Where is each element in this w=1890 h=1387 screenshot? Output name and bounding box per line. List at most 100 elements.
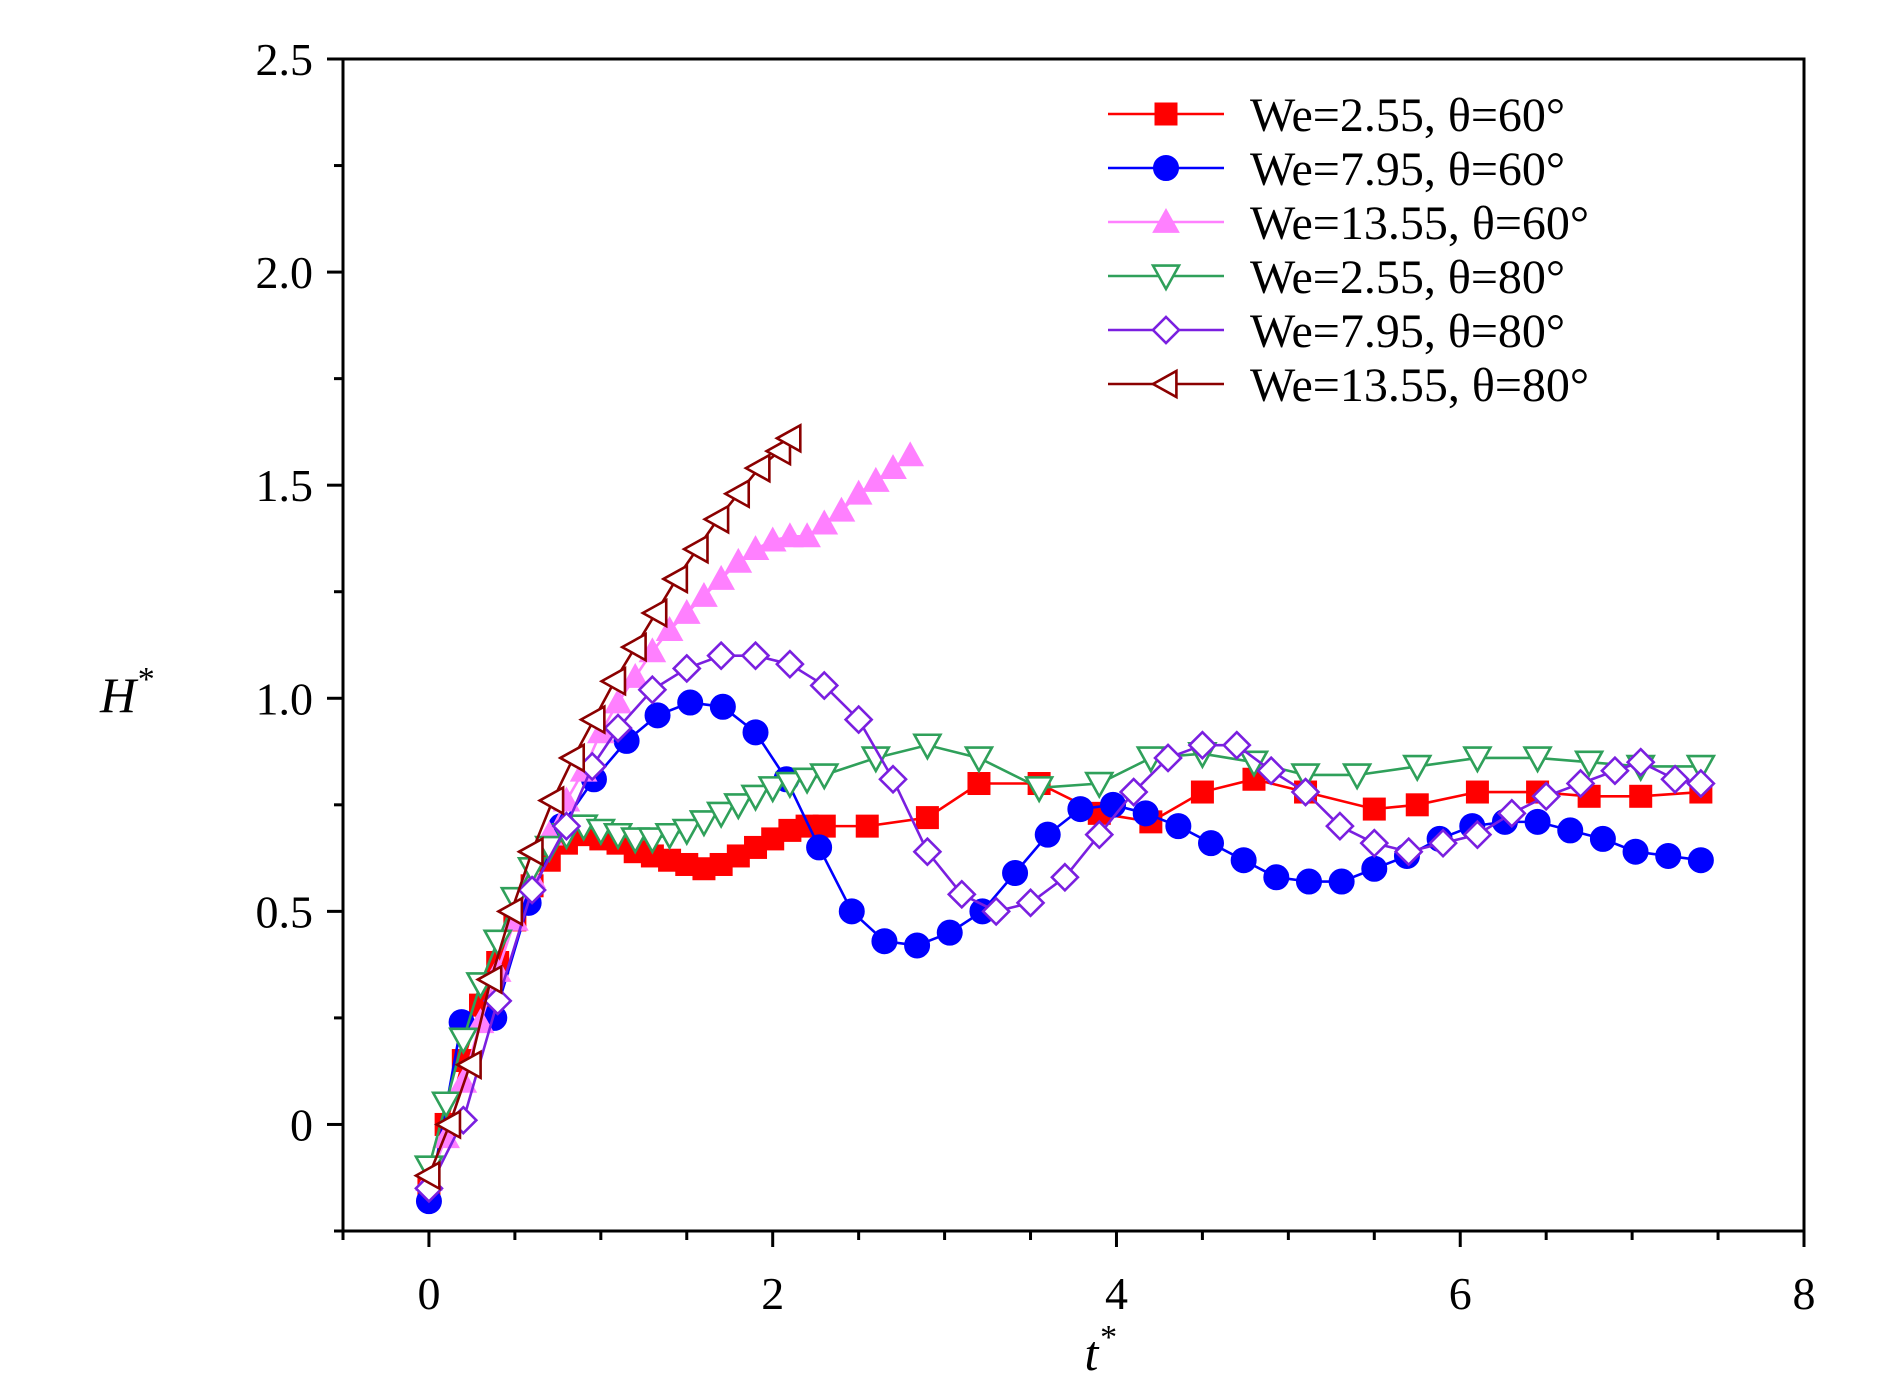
data-point — [660, 563, 689, 595]
data-point — [644, 702, 671, 729]
data-point — [1565, 768, 1596, 799]
y-tick-label: 2.5 — [256, 34, 314, 85]
x-tick-label: 0 — [417, 1268, 440, 1319]
data-point — [1165, 813, 1192, 840]
data-point — [1462, 746, 1493, 774]
series-layer — [413, 423, 1717, 1215]
x-tick-label: 8 — [1793, 1268, 1816, 1319]
data-point — [1256, 755, 1287, 786]
data-point — [809, 763, 840, 791]
y-axis-title: H* — [99, 661, 153, 723]
data-point — [516, 836, 544, 867]
data-point — [637, 674, 668, 705]
data-point — [709, 693, 736, 720]
data-point — [482, 986, 513, 1016]
data-point — [936, 919, 963, 946]
series — [414, 640, 1716, 1204]
data-point — [1084, 819, 1115, 850]
y-tick-label: 0.5 — [256, 886, 314, 937]
data-point — [1263, 864, 1290, 891]
data-point — [1132, 800, 1159, 827]
data-point — [433, 1109, 462, 1140]
data-point — [1341, 763, 1373, 791]
data-point — [1402, 754, 1433, 783]
data-point — [603, 713, 633, 743]
data-point — [946, 879, 977, 910]
data-point — [809, 670, 840, 701]
data-point — [690, 581, 718, 607]
data-point — [1290, 763, 1321, 791]
y-tick-label: 2.0 — [256, 247, 314, 298]
y-axis-title-sup: * — [136, 661, 153, 698]
data-point — [742, 719, 769, 746]
x-axis: 0 2 4 6 8 — [341, 1231, 1816, 1319]
legend-label: We=7.95, θ=80° — [1250, 305, 1565, 358]
data-point — [1190, 780, 1214, 804]
data-point — [1524, 808, 1551, 835]
data-point — [1198, 830, 1225, 857]
data-point — [1465, 780, 1489, 804]
data-point — [912, 733, 943, 761]
data-point — [430, 1091, 462, 1119]
data-point — [655, 616, 684, 641]
data-point — [1359, 828, 1390, 859]
data-point — [1150, 368, 1178, 400]
data-point — [1687, 847, 1714, 874]
data-point — [1221, 730, 1252, 760]
data-point — [619, 631, 647, 663]
data-point — [743, 452, 771, 484]
y-axis-title-main: H — [99, 667, 139, 723]
data-point — [1153, 155, 1179, 181]
data-point — [448, 1027, 479, 1055]
data-point — [1154, 102, 1178, 126]
x-axis-title-main: t — [1085, 1325, 1100, 1381]
data-point — [740, 784, 771, 812]
data-point — [413, 1160, 441, 1191]
data-point — [1393, 836, 1424, 867]
data-point — [827, 496, 856, 522]
data-point — [705, 801, 737, 830]
data-point — [1660, 764, 1690, 795]
data-point — [1405, 793, 1429, 817]
series-line — [427, 454, 911, 1181]
data-point — [1462, 819, 1493, 850]
data-point — [1118, 777, 1149, 807]
data-point — [1150, 264, 1182, 292]
data-point — [1600, 755, 1630, 786]
data-point — [681, 533, 709, 565]
data-point — [1023, 776, 1055, 804]
legend-item: We=2.55, θ=80° — [1108, 251, 1565, 304]
data-point — [475, 964, 503, 995]
data-point — [1084, 771, 1115, 800]
data-point — [879, 454, 907, 480]
data-point — [1153, 743, 1183, 773]
data-point — [1589, 825, 1616, 852]
x-axis-title-sup: * — [1098, 1319, 1115, 1356]
data-point — [1362, 797, 1386, 821]
data-point — [1622, 838, 1649, 865]
data-point — [855, 814, 879, 838]
data-point — [637, 827, 668, 855]
data-point — [1428, 828, 1458, 859]
legend-label: We=7.95, θ=60° — [1250, 143, 1565, 196]
data-point — [896, 441, 925, 467]
legend-item: We=13.55, θ=60° — [1108, 197, 1589, 250]
data-point — [671, 818, 702, 847]
y-tick-label: 1.5 — [256, 460, 314, 511]
legend-item: We=7.95, θ=80° — [1108, 305, 1565, 358]
data-point — [793, 522, 821, 548]
data-point — [791, 767, 823, 795]
data-point — [1034, 821, 1061, 848]
data-point — [810, 509, 839, 535]
series — [415, 441, 925, 1191]
data-point — [812, 814, 836, 838]
data-point — [604, 688, 632, 714]
series-line — [427, 701, 1702, 1202]
x-tick-label: 6 — [1449, 1268, 1472, 1319]
data-point — [1685, 754, 1717, 783]
data-point — [774, 771, 806, 800]
data-point — [775, 649, 805, 680]
legend-item: We=7.95, θ=60° — [1108, 143, 1565, 196]
data-point — [967, 772, 991, 796]
